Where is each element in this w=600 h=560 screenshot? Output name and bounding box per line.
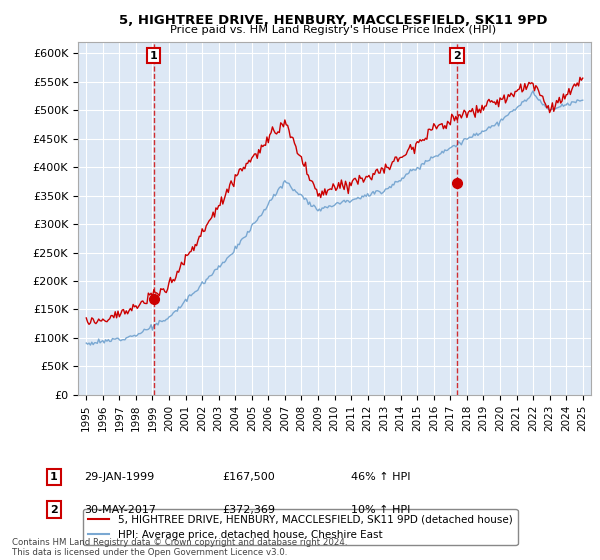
Legend: 5, HIGHTREE DRIVE, HENBURY, MACCLESFIELD, SK11 9PD (detached house), HPI: Averag: 5, HIGHTREE DRIVE, HENBURY, MACCLESFIELD… [83,510,518,545]
Text: 29-JAN-1999: 29-JAN-1999 [84,472,154,482]
Text: 10% ↑ HPI: 10% ↑ HPI [351,505,410,515]
Text: Price paid vs. HM Land Registry's House Price Index (HPI): Price paid vs. HM Land Registry's House … [170,25,496,35]
Text: £167,500: £167,500 [222,472,275,482]
Text: 30-MAY-2017: 30-MAY-2017 [84,505,156,515]
Text: 2: 2 [453,50,461,60]
Text: 46% ↑ HPI: 46% ↑ HPI [351,472,410,482]
Text: Contains HM Land Registry data © Crown copyright and database right 2024.
This d: Contains HM Land Registry data © Crown c… [12,538,347,557]
Text: £372,369: £372,369 [222,505,275,515]
Text: 1: 1 [150,50,158,60]
Text: 2: 2 [50,505,58,515]
Text: 5, HIGHTREE DRIVE, HENBURY, MACCLESFIELD, SK11 9PD: 5, HIGHTREE DRIVE, HENBURY, MACCLESFIELD… [119,14,547,27]
Text: 1: 1 [50,472,58,482]
